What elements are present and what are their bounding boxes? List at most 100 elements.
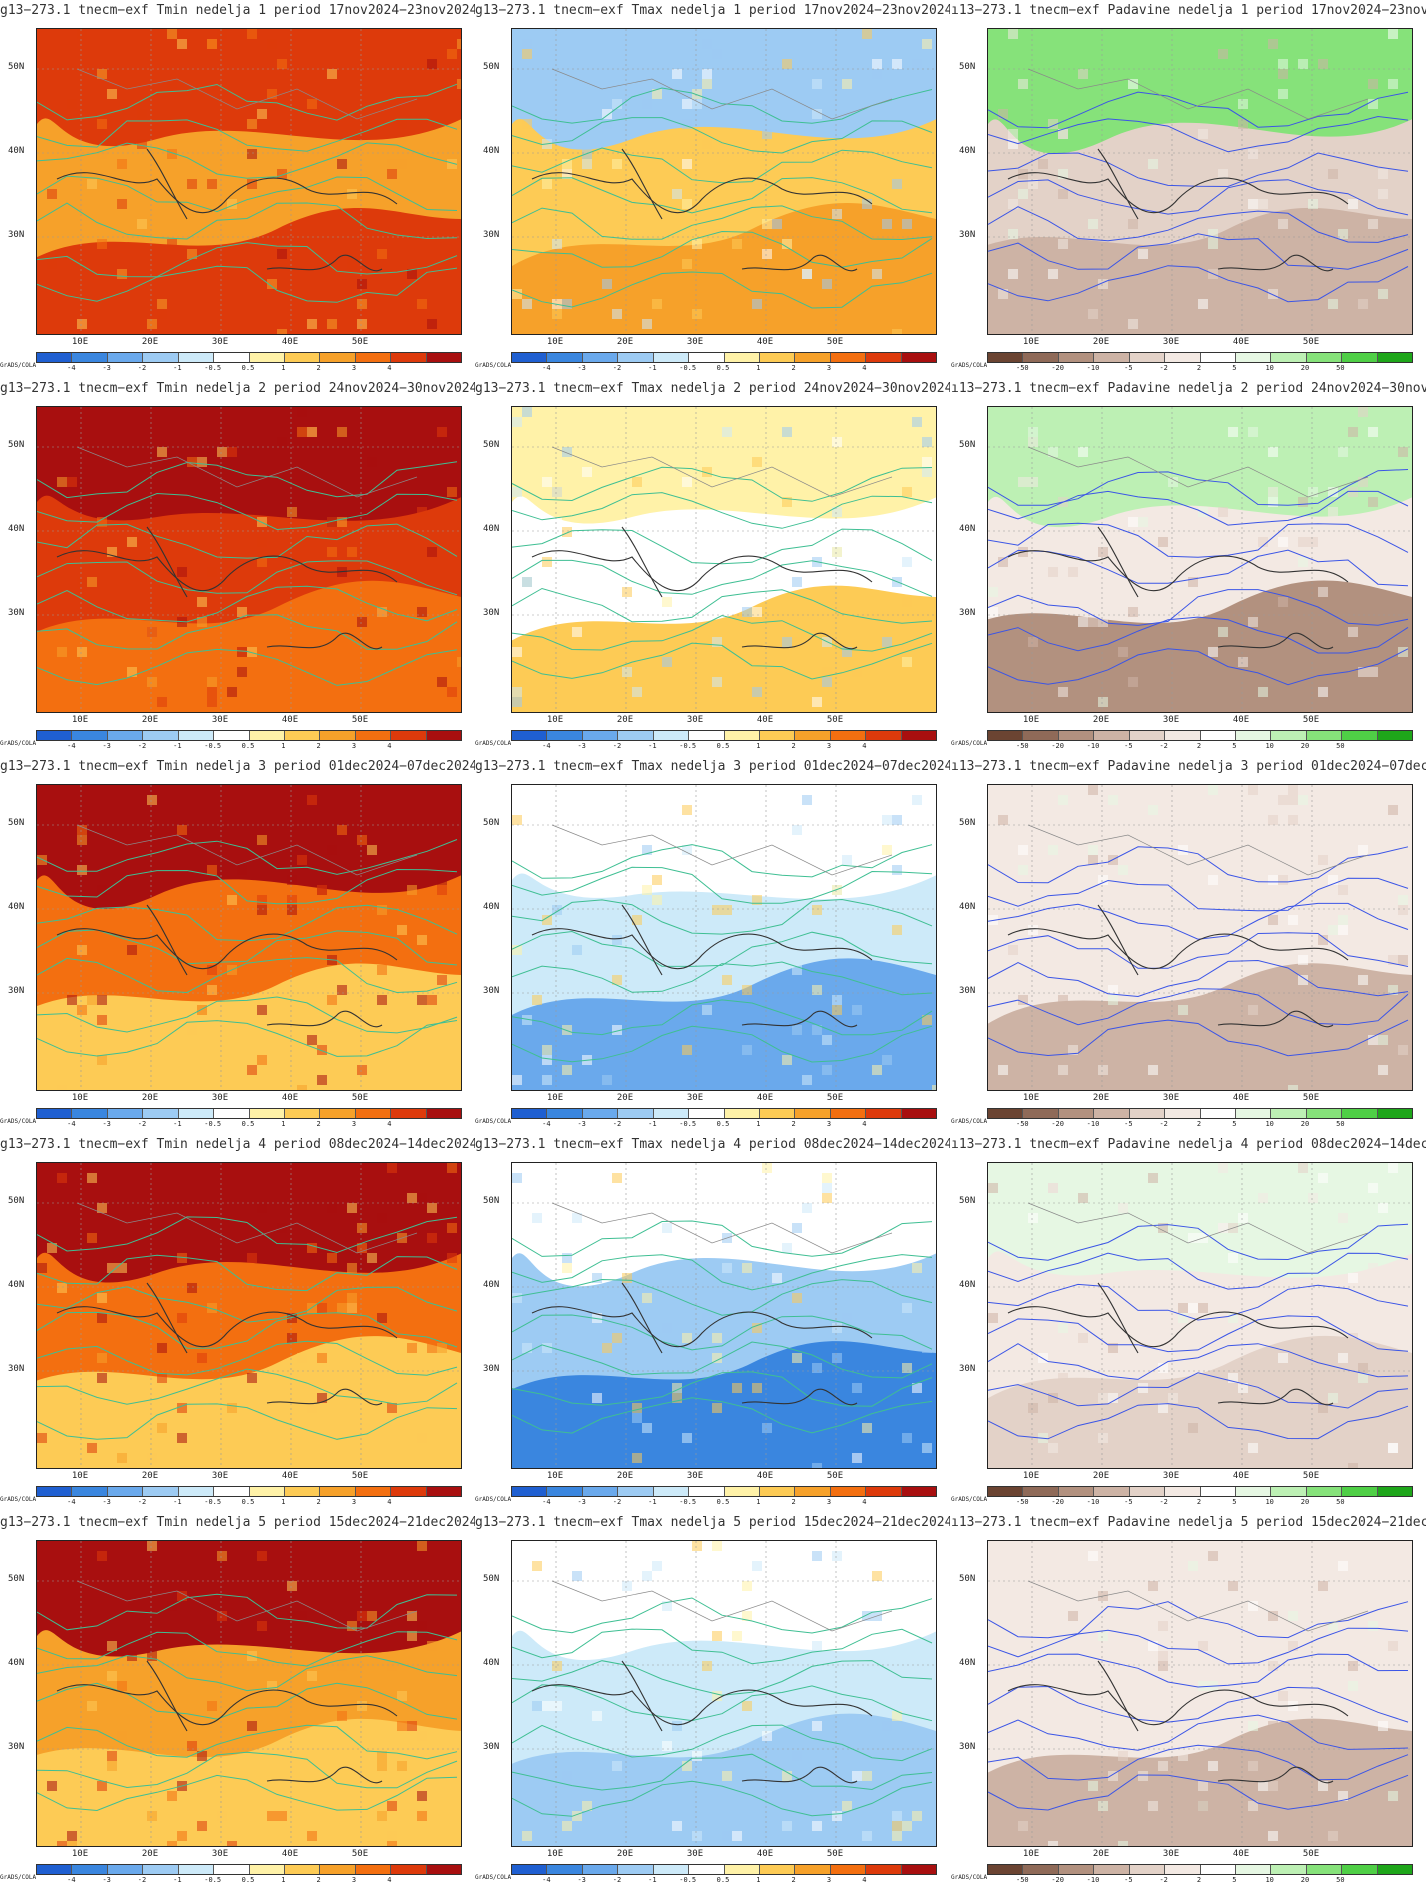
color-scale-label: -3: [102, 1498, 111, 1506]
grid-cell: [702, 79, 712, 89]
grid-cell: [427, 1343, 437, 1353]
grid-cell: [1328, 875, 1338, 885]
grid-cell: [1368, 667, 1378, 677]
grid-cell: [417, 607, 427, 617]
color-scale-swatch: [618, 353, 654, 362]
color-scale-label: -2: [612, 1120, 622, 1128]
color-scale-swatch: [547, 1865, 583, 1874]
grid-cell: [357, 1065, 367, 1075]
grid-cell: [852, 1453, 862, 1463]
color-scale-label: 2: [316, 1876, 321, 1884]
grads-cola-credit: GrADS/COLA: [951, 1874, 988, 1881]
grid-cell: [247, 1065, 257, 1075]
southern-anomaly-region: [37, 963, 461, 1090]
contour-line: [512, 230, 933, 268]
country-border: [76, 1580, 418, 1632]
longitude-label: 20E: [1092, 1471, 1110, 1481]
longitude-label: 50E: [351, 1093, 369, 1103]
grid-cell: [1208, 647, 1218, 657]
grid-cell: [512, 687, 522, 697]
grid-cell: [912, 417, 922, 427]
grid-cell: [377, 607, 387, 617]
grid-cell: [1098, 697, 1108, 707]
grid-cell: [562, 299, 572, 309]
color-scale-swatch: [37, 1109, 73, 1118]
grid-cell: [762, 1423, 772, 1433]
color-scale-swatch: [724, 1109, 760, 1118]
grid-cell: [197, 1005, 207, 1015]
color-scale-label: -50: [1016, 1120, 1029, 1128]
color-scale-swatch: [653, 1487, 690, 1496]
color-scale-swatch: [249, 1109, 285, 1118]
latitude-label: 30N: [483, 608, 500, 618]
longitude-label: 10E: [1022, 715, 1040, 725]
grid-cell: [1138, 249, 1148, 259]
grid-cell: [842, 1801, 852, 1811]
grid-cell: [1168, 1393, 1178, 1403]
color-scale-label: 2: [316, 1498, 321, 1506]
grid-cell: [137, 109, 147, 119]
grid-cell: [712, 905, 722, 915]
coastline: [1007, 172, 1349, 214]
grid-cell: [207, 677, 217, 687]
grid-cell: [147, 1541, 157, 1551]
color-scale-swatch: [107, 353, 144, 362]
grid-cell: [642, 319, 652, 329]
contour-line: [37, 175, 458, 213]
grid-cell: [77, 825, 87, 835]
country-border: [1027, 1580, 1369, 1632]
grid-cell: [902, 219, 912, 229]
coastline: [621, 148, 663, 220]
grid-cell: [1198, 1641, 1208, 1651]
grid-cell: [137, 139, 147, 149]
grid-cell: [307, 1671, 317, 1681]
grid-cell: [167, 79, 177, 89]
grid-cell: [1348, 1333, 1358, 1343]
grid-cell: [722, 905, 732, 915]
grid-cell: [67, 995, 77, 1005]
grid-cell: [602, 109, 612, 119]
contour-line: [988, 265, 1409, 303]
color-scale-swatch: [653, 1865, 690, 1874]
grid-cell: [57, 1173, 67, 1183]
coastline: [1007, 1684, 1349, 1726]
latitude-label: 40N: [959, 902, 976, 912]
grid-cell: [417, 299, 427, 309]
contour-line: [512, 559, 933, 597]
grid-cell: [357, 1243, 367, 1253]
grid-cell: [562, 1263, 572, 1273]
grid-cell: [802, 795, 812, 805]
color-scale-swatch: [284, 1109, 321, 1118]
grid-cell: [67, 1831, 77, 1841]
grid-cell: [1198, 1681, 1208, 1691]
color-scale-label: -2: [612, 1876, 622, 1884]
grid-cell: [1178, 845, 1188, 855]
color-scale-swatch: [866, 1865, 902, 1874]
grid-cell: [447, 687, 457, 697]
grid-cell: [822, 1183, 832, 1193]
map-frame: [511, 28, 937, 335]
grid-cell: [1328, 1621, 1338, 1631]
grid-cell: [87, 995, 97, 1005]
grid-cell: [1348, 1681, 1358, 1691]
coastline: [1007, 550, 1349, 592]
color-scale-bar: [36, 352, 462, 363]
grid-cell: [1398, 955, 1408, 965]
color-scale-swatch: [143, 731, 179, 740]
color-scale-swatch: [1094, 731, 1130, 740]
color-scale-swatch: [143, 1487, 179, 1496]
grid-cell: [1278, 219, 1288, 229]
grid-cell: [1018, 477, 1028, 487]
grid-cell: [852, 667, 862, 677]
grid-cell: [1138, 517, 1148, 527]
grid-cell: [1018, 79, 1028, 89]
grid-cell: [552, 487, 562, 497]
grid-cell: [1088, 785, 1098, 795]
color-scale-swatch: [1058, 1487, 1095, 1496]
color-scale-swatch: [143, 1109, 179, 1118]
grid-cell: [257, 1005, 267, 1015]
map-frame: [987, 784, 1413, 1091]
color-scale-label: -2: [612, 364, 622, 372]
grid-cell: [327, 1253, 337, 1263]
grid-cell: [77, 1005, 87, 1015]
